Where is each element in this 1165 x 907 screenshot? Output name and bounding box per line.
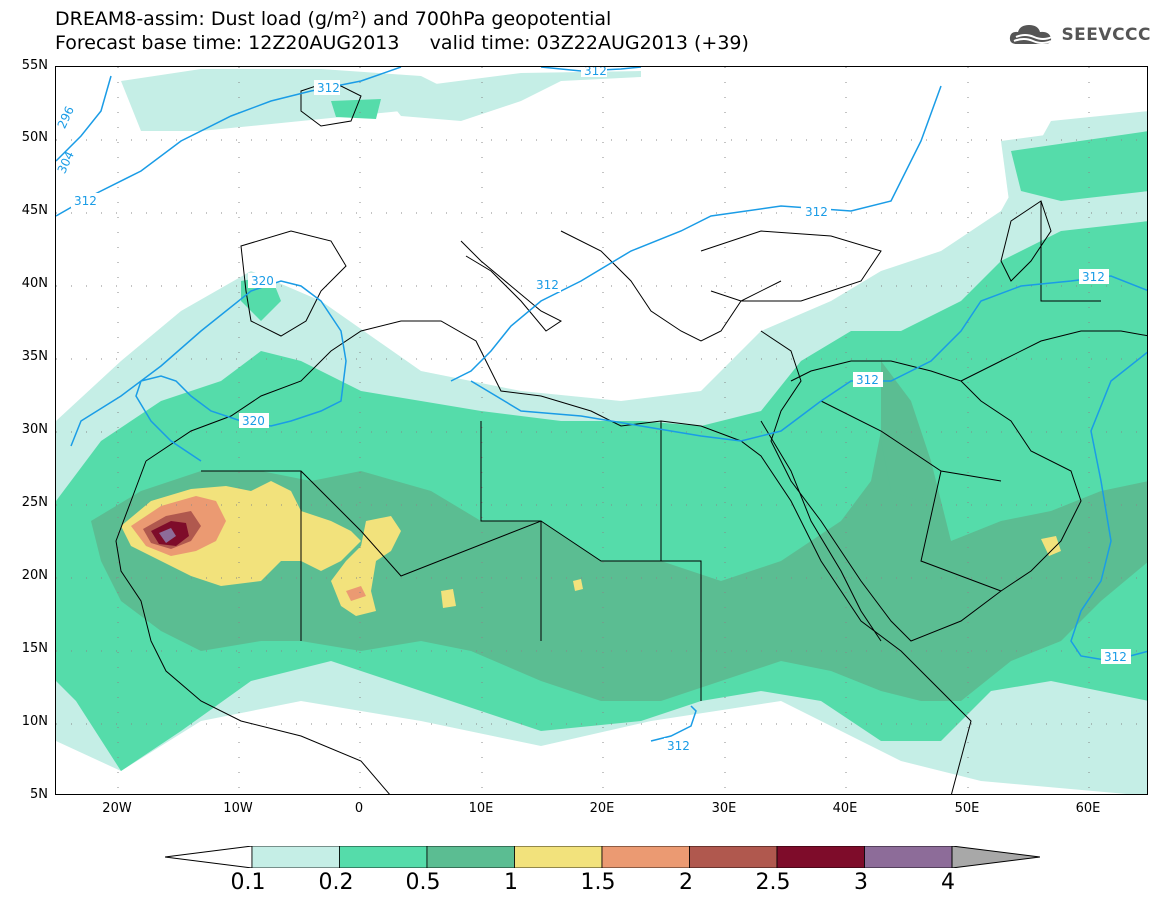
contour-label: 304 <box>56 149 77 176</box>
lat-label-10n: 10N <box>21 714 48 729</box>
colorbar-tick-0.1: 0.1 <box>230 870 266 895</box>
colorbar-swatch <box>339 845 428 869</box>
colorbar-swatch <box>689 845 778 869</box>
colorbar-swatch <box>864 845 953 869</box>
dust-load-map: 312 312 312 312 312 312 320 320 312 312 … <box>55 66 1148 795</box>
lat-label-50n: 50N <box>21 130 48 145</box>
contour-labels: 312 312 312 312 312 312 320 320 312 312 … <box>56 67 1131 753</box>
colorbar-tick-2.5: 2.5 <box>755 870 791 895</box>
contour-label: 312 <box>856 373 879 387</box>
contour-label: 320 <box>242 414 265 428</box>
lat-label-30n: 30N <box>21 422 48 437</box>
lat-label-5n: 5N <box>30 787 48 802</box>
colorbar-low-arrow <box>164 845 253 869</box>
cloud-icon <box>1010 25 1053 44</box>
colorbar-tick-0.2: 0.2 <box>318 870 354 895</box>
colorbar-swatch <box>514 845 603 869</box>
colorbar-tick-0.5: 0.5 <box>405 870 441 895</box>
contour-label: 312 <box>1082 270 1105 284</box>
geopotential-contours <box>56 67 1147 742</box>
lon-label-60e: 60E <box>1075 801 1101 816</box>
map-title-line-1: DREAM8-assim: Dust load (g/m²) and 700hP… <box>55 8 612 30</box>
colorbar-tick-2: 2 <box>679 870 693 895</box>
lon-label-20w: 20W <box>102 801 132 816</box>
colorbar-tick-3: 3 <box>854 870 868 895</box>
colorbar-tick-1: 1 <box>504 870 518 895</box>
colorbar-swatch <box>601 845 690 869</box>
colorbar-swatch <box>426 845 515 869</box>
dust-shading <box>56 69 1147 794</box>
lat-label-20n: 20N <box>21 568 48 583</box>
colorbar-high-arrow <box>951 845 1041 869</box>
lon-label-10w: 10W <box>223 801 253 816</box>
lat-label-25n: 25N <box>21 495 48 510</box>
colorbar-tick-4: 4 <box>941 870 955 895</box>
contour-label: 312 <box>805 205 828 219</box>
lon-label-20e: 20E <box>589 801 615 816</box>
colorbar <box>164 845 1041 869</box>
colorbar-swatch <box>776 845 865 869</box>
logo-text: SEEVCCC <box>1061 25 1151 45</box>
lat-label-15n: 15N <box>21 641 48 656</box>
lat-label-55n: 55N <box>21 58 48 73</box>
contour-label: 296 <box>56 104 77 131</box>
contour-label: 312 <box>317 81 340 95</box>
lat-label-45n: 45N <box>21 203 48 218</box>
coastlines-and-borders <box>115 80 1147 794</box>
contour-label: 312 <box>74 194 97 208</box>
colorbar-tick-1.5: 1.5 <box>580 870 616 895</box>
lon-label-40e: 40E <box>832 801 858 816</box>
lon-label-30e: 30E <box>711 801 737 816</box>
lon-label-50e: 50E <box>954 801 980 816</box>
contour-label: 312 <box>584 67 607 78</box>
contour-label: 312 <box>667 739 690 753</box>
contour-label: 312 <box>1104 650 1127 664</box>
lat-label-35n: 35N <box>21 349 48 364</box>
seevccc-logo: SEEVCCC <box>1007 22 1151 48</box>
contour-label: 320 <box>251 274 274 288</box>
lon-label-10e: 10E <box>468 801 494 816</box>
lat-label-40n: 40N <box>21 276 48 291</box>
map-title-line-2: Forecast base time: 12Z20AUG2013 valid t… <box>55 32 749 54</box>
lon-label-0: 0 <box>354 801 364 816</box>
contour-label: 312 <box>536 278 559 292</box>
colorbar-swatch <box>251 845 340 869</box>
